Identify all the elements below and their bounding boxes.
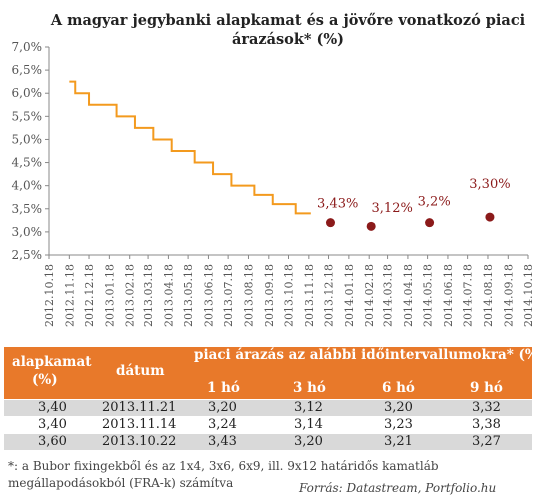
x-tick-label: 2013.11.18 <box>303 264 316 327</box>
data-label: 3,12% <box>372 201 413 216</box>
table-row: 3,60 2013.10.22 3,43 3,20 3,21 3,27 <box>4 434 532 450</box>
y-tick-label: 2,5% <box>12 248 43 262</box>
cell-rate: 3,40 <box>38 400 67 415</box>
x-tick-label: 2013.06.18 <box>202 264 215 327</box>
table-header: alapkamat (%) dátum piaci árazás az aláb… <box>4 347 536 399</box>
cell-9m: 3,38 <box>472 417 501 432</box>
x-tick-label: 2014.05.18 <box>422 264 435 327</box>
x-tick-label: 2012.12.18 <box>83 264 96 327</box>
cell-9m: 3,32 <box>472 400 501 415</box>
data-label: 3,2% <box>418 195 451 210</box>
x-tick-label: 2013.09.18 <box>263 264 276 327</box>
table-row: 3,40 2013.11.21 3,20 3,12 3,20 3,32 <box>4 400 532 416</box>
x-tick-label: 2013.04.18 <box>162 264 175 327</box>
y-tick-label: 5,5% <box>12 109 43 123</box>
chart-svg: 7,0% 6,5% 6,0% 5,5% 5,0% 4,5% 4,0% 3,5% 3,0% 2,5%… <box>12 40 536 327</box>
x-tick-label: 2012.10.18 <box>43 264 56 327</box>
cell-rate: 3,40 <box>38 417 67 432</box>
policy-rate-step-line <box>69 80 311 215</box>
x-tick-label: 2014.07.18 <box>462 264 475 327</box>
header-period-2: 3 hó <box>293 380 326 396</box>
y-tick-label: 5,0% <box>12 132 43 146</box>
cell-rate: 3,60 <box>38 434 67 449</box>
cell-date: 2013.11.14 <box>102 417 177 432</box>
cell-1m: 3,20 <box>208 400 237 415</box>
pricing-dot <box>425 218 435 228</box>
x-tick-label: 2014.01.18 <box>343 264 356 327</box>
x-tick-label: 2014.04.18 <box>402 264 415 327</box>
x-tick-label: 2014.03.18 <box>382 264 395 327</box>
x-tick-label: 2013.05.18 <box>182 264 195 327</box>
x-tick-label: 2013.10.18 <box>283 264 296 327</box>
y-tick-label: 4,0% <box>12 179 43 193</box>
cell-date: 2013.11.21 <box>102 400 177 415</box>
x-tick-label: 2013.07.18 <box>222 264 235 327</box>
pricing-dot <box>325 218 335 228</box>
header-alapkamat-unit: (%) <box>32 372 58 388</box>
footnote-line1: *: a Bubor fixingekből és az 1x4, 3x6, 6… <box>8 459 439 473</box>
cell-3m: 3,14 <box>294 417 323 432</box>
x-tick-label: 2013.02.18 <box>124 264 137 327</box>
header-period-1: 1 hó <box>207 380 240 396</box>
pricing-dot <box>366 221 376 231</box>
cell-1m: 3,24 <box>208 417 237 432</box>
source-note: Forrás: Datastream, Portfolio.hu <box>299 481 497 495</box>
header-period-3: 6 hó <box>382 380 415 396</box>
cell-1m: 3,43 <box>208 434 237 449</box>
x-tick-label: 2014.10.18 <box>522 264 535 327</box>
cell-6m: 3,23 <box>384 417 413 432</box>
x-tick-label: 2014.08.18 <box>482 264 495 327</box>
header-pricing: piaci árazás az alábbi időintervallumokr… <box>194 347 536 363</box>
x-tick-label: 2013.12.18 <box>323 264 336 327</box>
x-tick-label: 2013.08.18 <box>242 264 255 327</box>
header-datum: dátum <box>116 363 165 379</box>
chart-title-line2: árazások* (%) <box>231 31 345 48</box>
cell-9m: 3,27 <box>472 434 501 449</box>
pricing-dot <box>485 212 495 222</box>
x-tick-label: 2014.09.18 <box>502 264 515 327</box>
cell-3m: 3,12 <box>294 400 323 415</box>
data-label: 3,30% <box>469 177 510 192</box>
y-tick-label: 6,0% <box>12 86 43 100</box>
y-tick-label: 3,5% <box>12 202 43 216</box>
x-tick-label: 2012.11.18 <box>63 264 76 327</box>
cell-3m: 3,20 <box>294 434 323 449</box>
x-tick-label: 2013.03.18 <box>142 264 155 327</box>
cell-6m: 3,20 <box>384 400 413 415</box>
cell-6m: 3,21 <box>384 434 413 449</box>
y-tick-label: 4,5% <box>12 156 43 170</box>
x-tick-label: 2013.01.18 <box>103 264 116 327</box>
chart-title-line1: A magyar jegybanki alapkamat és a jövőre… <box>50 12 526 29</box>
y-tick-label: 7,0% <box>12 40 43 54</box>
x-tick-label: 2014.02.18 <box>363 264 376 327</box>
header-period-4: 9 hó <box>470 380 503 396</box>
x-tick-label: 2014.06.18 <box>442 264 455 327</box>
data-label: 3,43% <box>317 196 358 211</box>
footnote-line2: megállapodásokból (FRA-k) számítva <box>8 476 234 490</box>
header-alapkamat: alapkamat <box>12 354 92 370</box>
y-tick-label: 3,0% <box>12 225 43 239</box>
cell-date: 2013.10.22 <box>102 434 177 449</box>
y-tick-label: 6,5% <box>12 63 43 77</box>
table-row: 3,40 2013.11.14 3,24 3,14 3,23 3,38 <box>4 417 532 433</box>
